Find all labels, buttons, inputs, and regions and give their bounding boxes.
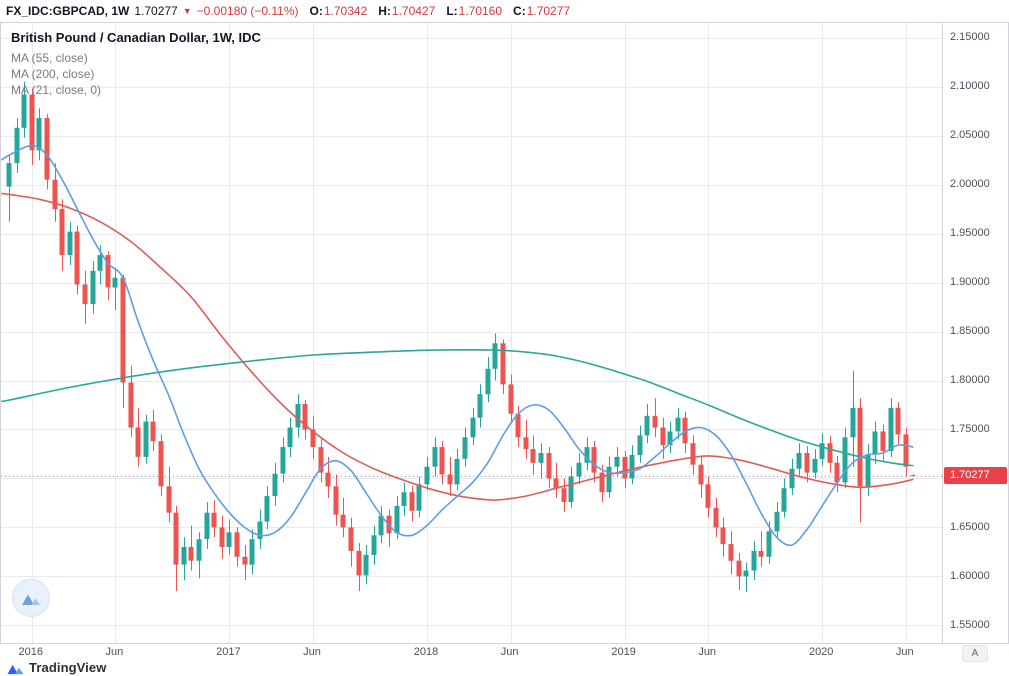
- price-tick: 1.90000: [950, 276, 990, 289]
- time-tick: 2016: [18, 646, 44, 658]
- mountain-logo-icon: [22, 594, 40, 605]
- tradingview-wordmark: TradingView: [29, 660, 107, 675]
- price-tick: 1.65000: [950, 520, 990, 533]
- time-tick: 2020: [808, 646, 834, 658]
- high-value: 1.70427: [391, 4, 436, 18]
- candlestick-plot[interactable]: [1, 23, 942, 643]
- price-tick: 1.75000: [950, 422, 990, 435]
- chart-legend: British Pound / Canadian Dollar, 1W, IDC…: [11, 30, 261, 98]
- price-tick: 1.85000: [950, 325, 990, 338]
- tradingview-logo-icon: [7, 664, 24, 674]
- ohlc-low: L:1.70160: [446, 4, 502, 18]
- open-value: 1.70342: [323, 4, 368, 18]
- legend-symbol-title[interactable]: British Pound / Canadian Dollar, 1W, IDC: [11, 30, 261, 45]
- time-tick: 2018: [413, 646, 439, 658]
- price-tick: 2.05000: [950, 129, 990, 142]
- legend-ma-21[interactable]: MA (21, close, 0): [11, 83, 102, 97]
- time-tick: 2017: [216, 646, 241, 658]
- time-tick: Jun: [698, 646, 717, 658]
- time-tick: Jun: [105, 646, 124, 658]
- time-tick: Jun: [303, 646, 321, 658]
- symbol-info-bar: FX_IDC:GBPCAD, 1W 1.70277 ▼ −0.00180 (−0…: [0, 0, 1009, 22]
- price-tick: 1.80000: [950, 374, 990, 386]
- legend-ma-200[interactable]: MA (200, close): [11, 67, 95, 81]
- ohlc-high: H:1.70427: [378, 4, 435, 18]
- low-value: 1.70160: [458, 4, 503, 18]
- time-axis[interactable]: 2016 Jun 2017 Jun 2018 Jun 2019 Jun 2020 Jun: [0, 643, 941, 661]
- close-value: 1.70277: [526, 4, 571, 18]
- price-tick: 2.00000: [950, 178, 990, 191]
- price-scale[interactable]: 2.15000 2.10000 2.05000 2.00000 1.95000 1.900…: [942, 23, 1008, 643]
- close-label: C:: [513, 4, 526, 18]
- tradingview-attribution[interactable]: TradingView: [7, 660, 106, 675]
- tradingview-watermark-button[interactable]: [12, 579, 50, 617]
- auto-scale-button[interactable]: A: [962, 645, 988, 662]
- time-tick: Jun: [895, 646, 914, 658]
- ohlc-close: C:1.70277: [513, 4, 570, 18]
- high-label: H:: [378, 4, 391, 18]
- price-tick: 1.95000: [950, 227, 990, 240]
- last-price-badge: 1.70277: [944, 467, 1007, 485]
- ohlc-open: O:1.70342: [310, 4, 368, 18]
- time-tick: Jun: [500, 646, 519, 658]
- chart-area: British Pound / Canadian Dollar, 1W, IDC…: [0, 22, 1009, 644]
- last-price: 1.70277: [134, 4, 178, 18]
- low-label: L:: [446, 4, 458, 18]
- legend-ma-55[interactable]: MA (55, close): [11, 51, 88, 65]
- down-triangle-icon: ▼: [182, 5, 192, 16]
- price-tick: 1.60000: [950, 569, 990, 582]
- time-tick: 2019: [611, 646, 636, 658]
- price-change: −0.00180 (−0.11%): [196, 4, 299, 18]
- price-tick: 2.10000: [950, 80, 990, 93]
- price-tick: 1.55000: [950, 618, 990, 631]
- price-tick: 2.15000: [950, 31, 990, 44]
- symbol-name[interactable]: FX_IDC:GBPCAD, 1W: [6, 4, 130, 18]
- open-label: O:: [309, 4, 323, 18]
